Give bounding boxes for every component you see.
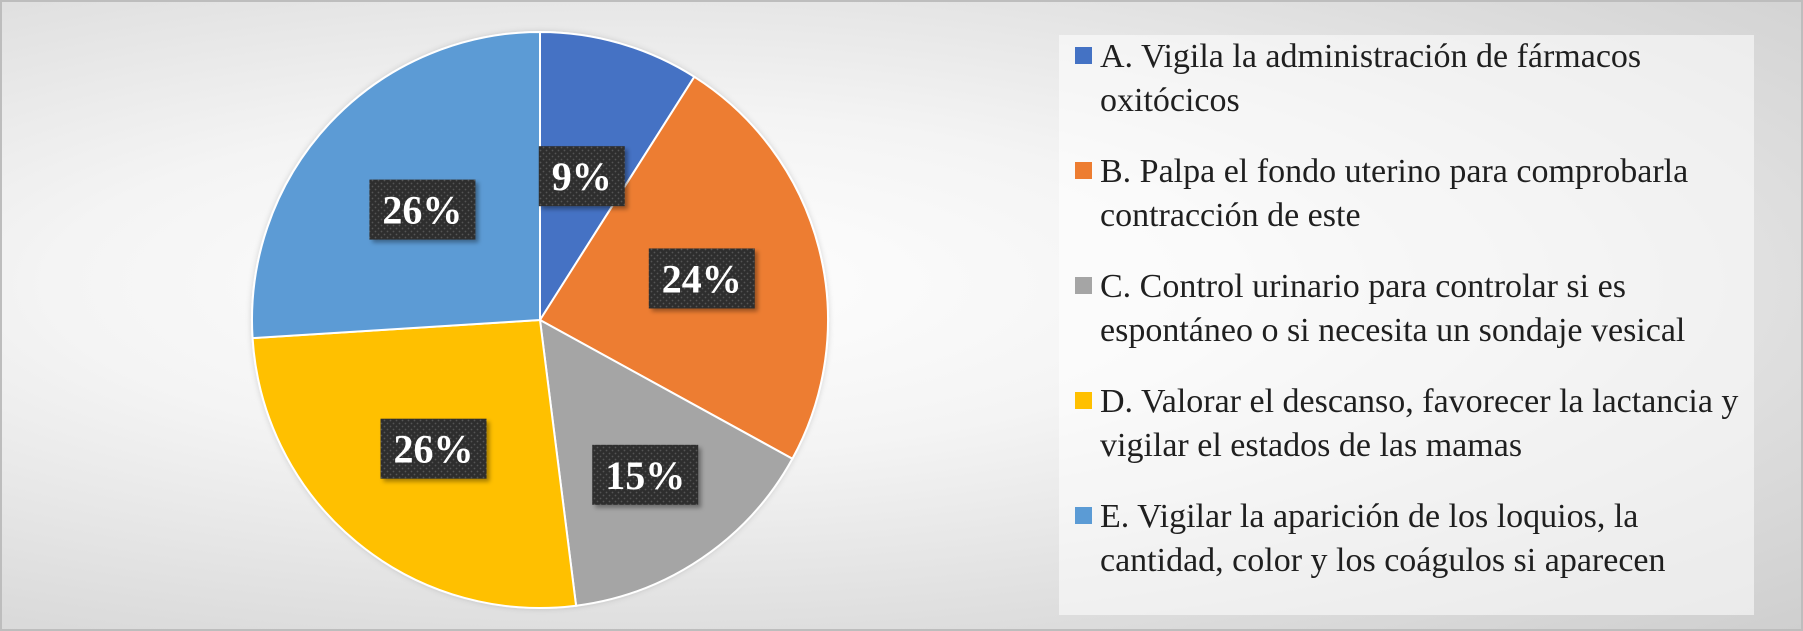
- legend-label: C. Control urinario para controlar si es…: [1100, 268, 1686, 349]
- data-label-text: 26%: [394, 427, 474, 472]
- data-label-text: 15%: [605, 453, 685, 498]
- data-label-e: 26%: [369, 179, 476, 240]
- legend-label: E. Vigilar la aparición de los loquios, …: [1100, 498, 1666, 579]
- data-label-text: 24%: [662, 256, 742, 301]
- legend-item-a: A. Vigila la administración de fármacos …: [1075, 35, 1755, 123]
- legend-label: A. Vigila la administración de fármacos …: [1100, 38, 1642, 119]
- legend-item-e: E. Vigilar la aparición de los loquios, …: [1075, 495, 1755, 583]
- legend-item-d: D. Valorar el descanso, favorecer la lac…: [1075, 380, 1755, 468]
- data-label-box: [369, 179, 476, 240]
- data-label-d: 26%: [380, 418, 487, 479]
- legend-item-b: B. Palpa el fondo uterino para comprobar…: [1075, 150, 1755, 238]
- legend: A. Vigila la administración de fármacos …: [1059, 35, 1754, 615]
- data-label-box: [380, 418, 487, 479]
- legend-swatch: [1075, 47, 1092, 64]
- legend-item-c: C. Control urinario para controlar si es…: [1075, 265, 1755, 353]
- legend-swatch: [1075, 392, 1092, 409]
- legend-swatch: [1075, 162, 1092, 179]
- data-label-box: [592, 444, 699, 505]
- legend-label: B. Palpa el fondo uterino para comprobar…: [1100, 153, 1689, 234]
- data-label-text: 26%: [382, 188, 462, 233]
- data-label-box: [538, 146, 625, 207]
- data-label-a: 9%: [538, 146, 625, 207]
- data-label-b: 24%: [648, 248, 755, 309]
- legend-swatch: [1075, 277, 1092, 294]
- data-label-box: [648, 248, 755, 309]
- legend-swatch: [1075, 507, 1092, 524]
- legend-label: D. Valorar el descanso, favorecer la lac…: [1100, 383, 1739, 464]
- data-label-text: 9%: [552, 154, 612, 199]
- data-label-c: 15%: [592, 444, 699, 505]
- pie-chart: 9% 24% 15% 26% 26%: [251, 30, 829, 609]
